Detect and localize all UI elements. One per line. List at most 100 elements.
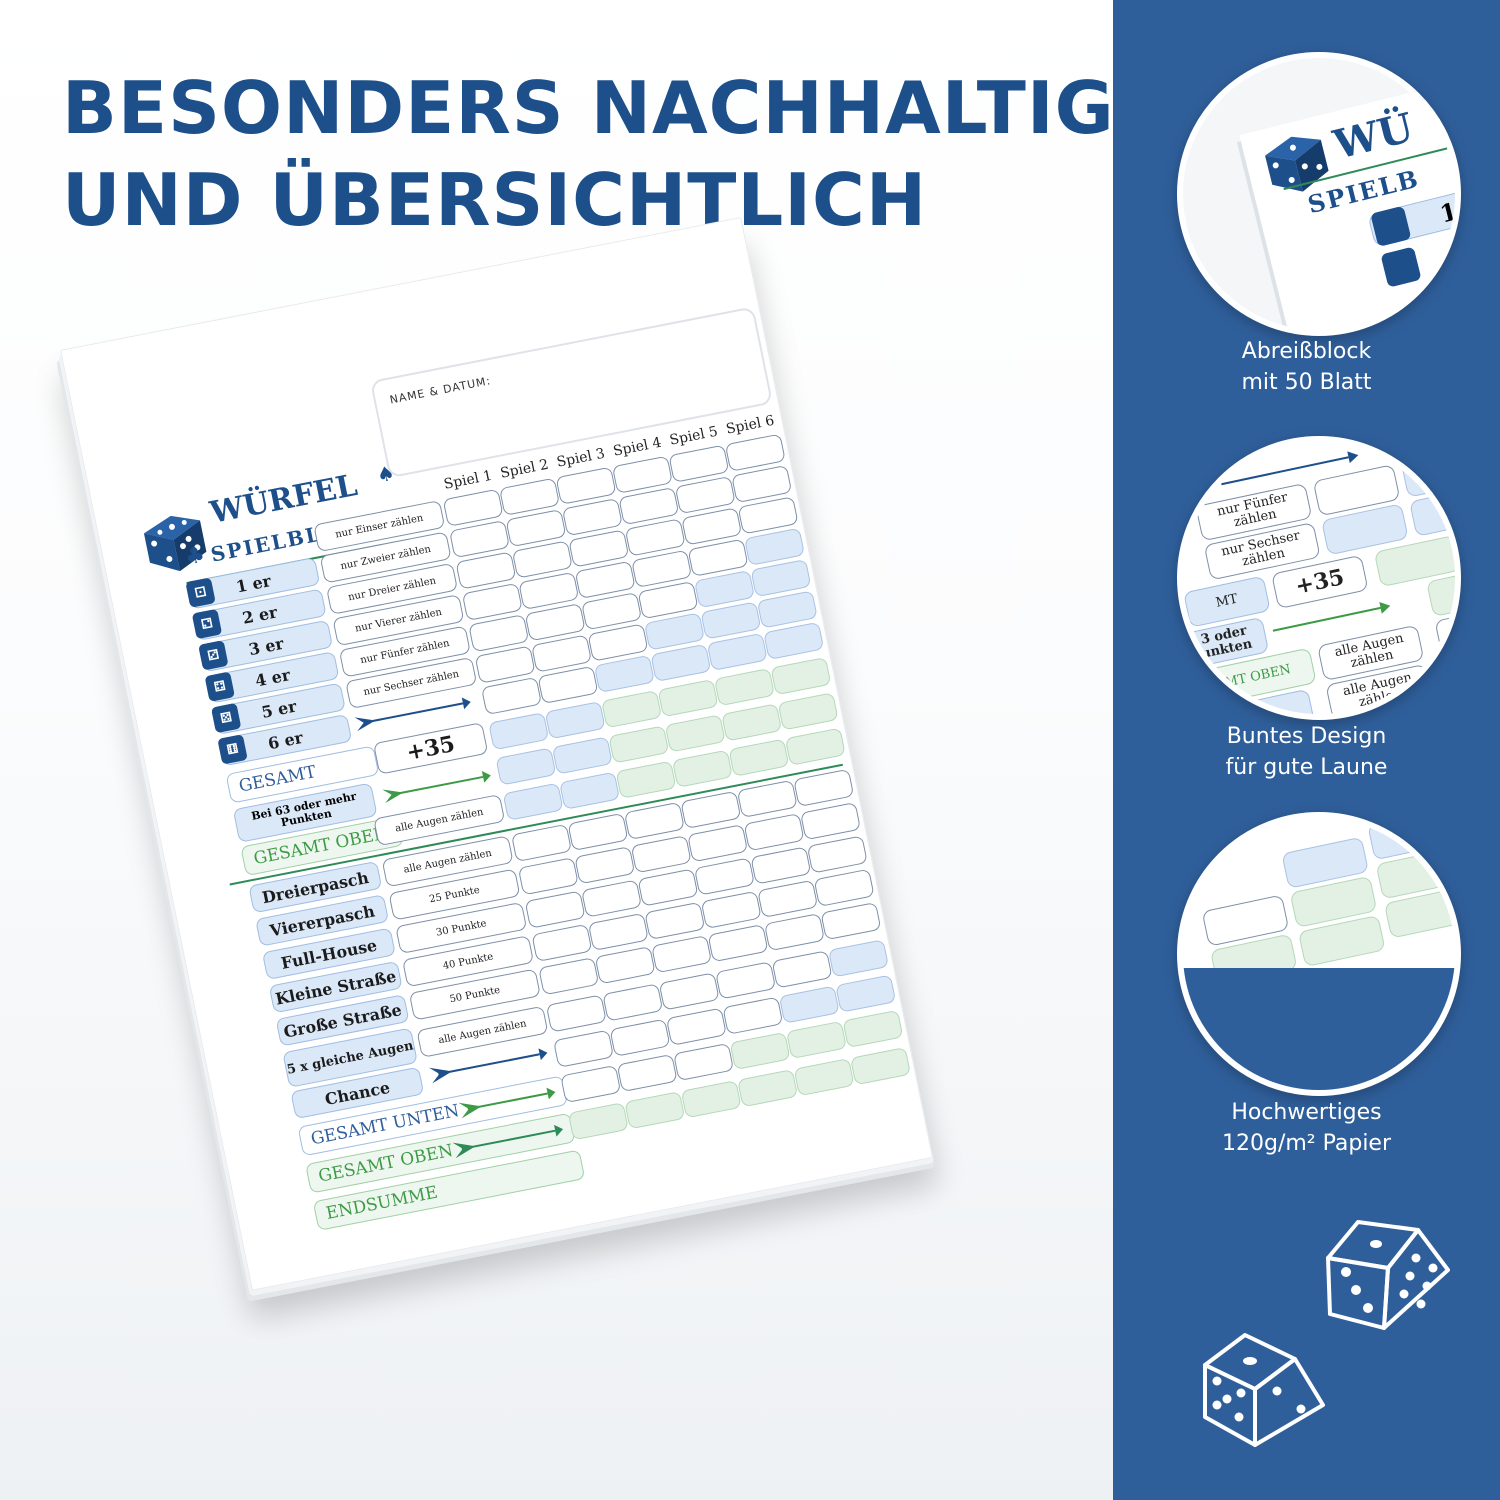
score-cell[interactable]: [524, 890, 586, 929]
score-cell[interactable]: [665, 1007, 727, 1046]
score-cell[interactable]: [650, 643, 712, 683]
score-cell[interactable]: [849, 1047, 912, 1086]
score-cell[interactable]: [793, 1058, 855, 1097]
score-cell[interactable]: [722, 996, 784, 1035]
dice-icon: [1326, 1220, 1450, 1330]
score-cell[interactable]: [680, 1080, 742, 1119]
score-cell[interactable]: [707, 924, 769, 963]
score-cell[interactable]: [835, 974, 897, 1013]
feature-caption-2: Buntes Design für gute Laune: [1113, 721, 1500, 783]
score-cell[interactable]: [587, 912, 649, 952]
score-cell[interactable]: [637, 868, 699, 907]
score-cell[interactable]: [538, 957, 600, 996]
score-cell[interactable]: [624, 1091, 686, 1130]
score-cell[interactable]: [813, 868, 875, 907]
score-cell[interactable]: [594, 946, 656, 985]
feature-caption-line: 120g/m² Papier: [1221, 1131, 1392, 1156]
arrow-icon: [354, 697, 471, 732]
score-cell[interactable]: [602, 983, 664, 1022]
score-cell[interactable]: [657, 679, 719, 718]
score-cell[interactable]: [551, 736, 613, 775]
score-cell[interactable]: [517, 857, 579, 896]
score-cell[interactable]: [658, 972, 720, 1011]
score-cell[interactable]: [531, 923, 593, 963]
notepad-zoom-icon: WÜ SPIELB 1 er: [1177, 52, 1461, 336]
score-cell[interactable]: [574, 846, 636, 885]
score-cell[interactable]: [706, 632, 768, 671]
score-cell[interactable]: [842, 1009, 904, 1049]
score-cell[interactable]: [567, 1102, 629, 1141]
score-cell[interactable]: [721, 703, 783, 742]
zoom-cell: [1400, 445, 1455, 498]
score-cell[interactable]: [736, 779, 798, 818]
score-cell[interactable]: [593, 654, 655, 694]
score-cell[interactable]: [560, 1064, 622, 1104]
score-cell[interactable]: [729, 1031, 791, 1071]
score-cell[interactable]: [715, 961, 777, 1000]
score-cell[interactable]: [693, 857, 755, 896]
score-cell[interactable]: [616, 1053, 678, 1093]
score-cell[interactable]: [537, 665, 599, 705]
score-cell[interactable]: [544, 701, 606, 740]
score-cell[interactable]: [553, 1029, 615, 1068]
score-cell[interactable]: [664, 714, 726, 753]
score-cell[interactable]: [495, 747, 557, 786]
score-cell[interactable]: [567, 812, 629, 852]
colorful-design-zoom-icon: nur Fünfer zählen nur Sechser zählen +35…: [1177, 436, 1461, 720]
score-cell[interactable]: [771, 950, 833, 989]
score-cell[interactable]: [743, 813, 805, 852]
feature-caption-line: mit 50 Blatt: [1241, 370, 1372, 395]
score-cell[interactable]: [763, 621, 825, 660]
score-cell[interactable]: [763, 913, 826, 952]
feature-caption-1: Abreißblock mit 50 Blatt: [1113, 336, 1500, 398]
score-cell[interactable]: [785, 1020, 848, 1060]
score-cell[interactable]: [630, 835, 692, 874]
die-icon: [1380, 246, 1422, 288]
score-cell[interactable]: [784, 727, 846, 766]
score-cell[interactable]: [609, 1018, 671, 1057]
score-cell[interactable]: [559, 771, 621, 810]
score-cell[interactable]: [581, 879, 643, 918]
score-cell[interactable]: [737, 1069, 799, 1108]
score-cell[interactable]: [713, 668, 776, 707]
score-cell[interactable]: [608, 725, 670, 764]
score-cell[interactable]: [793, 768, 855, 807]
headline-line-1: BESONDERS NACHHALTIG: [62, 66, 1115, 150]
row-label-text: 2 er: [240, 602, 279, 628]
score-cell[interactable]: [757, 879, 819, 918]
score-cell[interactable]: [778, 985, 840, 1024]
arrow-icon: [1272, 601, 1391, 632]
score-cell[interactable]: [623, 801, 685, 841]
row-label-text: 3 er: [247, 633, 286, 659]
score-cell[interactable]: [481, 676, 543, 716]
score-cell[interactable]: [651, 935, 713, 974]
score-cell[interactable]: [615, 760, 677, 799]
score-cell[interactable]: [502, 782, 564, 821]
arrow-icon: [382, 771, 491, 804]
score-cell[interactable]: [511, 823, 573, 863]
score-cell[interactable]: [820, 901, 882, 941]
score-cell[interactable]: [601, 690, 663, 729]
score-cell[interactable]: [680, 790, 742, 830]
score-cell[interactable]: [827, 939, 890, 978]
headline-line-2: UND ÜBERSICHTLICH: [62, 158, 928, 242]
score-cell[interactable]: [673, 1042, 735, 1082]
score-cell[interactable]: [488, 712, 550, 751]
feature-caption-3: Hochwertiges 120g/m² Papier: [1113, 1097, 1500, 1159]
arrow-icon: [452, 1124, 564, 1159]
score-cell[interactable]: [750, 846, 812, 885]
die-six-icon: ⚅: [217, 734, 248, 765]
score-cell[interactable]: [687, 824, 749, 863]
scoresheet-logo: WÜRFEL ♠ ♣ SPIELBLOCK: [131, 456, 412, 596]
score-cell[interactable]: [770, 656, 832, 696]
score-cell[interactable]: [545, 994, 607, 1033]
score-cell[interactable]: [799, 802, 862, 841]
die-three-icon: ⚂: [198, 640, 229, 671]
score-cell[interactable]: [777, 692, 839, 731]
score-cell[interactable]: [806, 835, 868, 874]
score-cell[interactable]: [644, 901, 706, 940]
score-cell[interactable]: [700, 890, 762, 929]
score-cell[interactable]: [671, 749, 733, 788]
feature-panel: WÜ SPIELB 1 er Abreißblock mit 50 Blatt …: [1113, 0, 1500, 1500]
score-cell[interactable]: [728, 738, 790, 777]
